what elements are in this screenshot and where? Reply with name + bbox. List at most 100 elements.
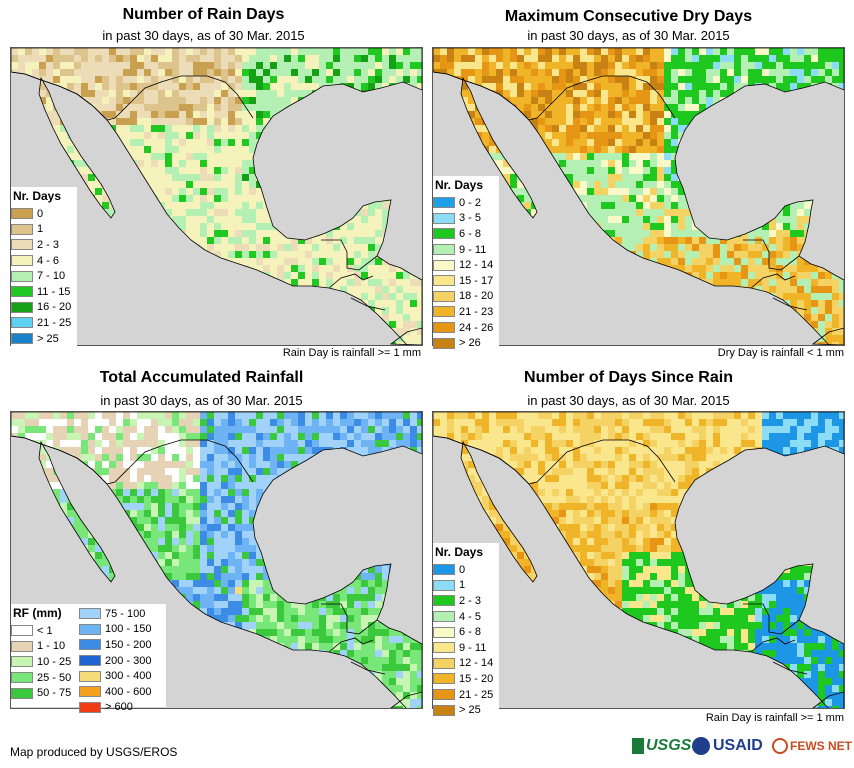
legend-label: 150 - 200: [105, 638, 152, 651]
legend-swatch: [433, 673, 455, 685]
legend-swatch: [11, 656, 33, 668]
legend-label: 12 - 14: [459, 259, 494, 272]
legend-label: > 600: [105, 701, 133, 714]
usgs-logo: USGS: [632, 737, 691, 755]
legend-swatch: [11, 333, 33, 345]
legend-item: 200 - 300: [79, 653, 164, 669]
legend-title: Nr. Days: [435, 178, 484, 192]
legend-item: 9 - 11: [433, 242, 499, 258]
legend-swatch: [79, 670, 101, 682]
panel-title: Number of Days Since Rain: [524, 369, 733, 386]
country-border: [11, 435, 254, 485]
legend-label: 9 - 11: [459, 641, 487, 654]
legend-label: 15 - 20: [459, 672, 494, 685]
legend: RF (mm) < 1 1 - 10 10 - 25 25 - 50 50 - 75 7…: [11, 604, 166, 713]
legend-swatch: [433, 306, 455, 318]
legend-item: 300 - 400: [79, 668, 164, 684]
legend-item: < 1: [11, 623, 83, 639]
legend-item: 1: [11, 222, 77, 238]
coastline: [11, 48, 422, 345]
panel-subtitle: in past 30 days, as of 30 Mar. 2015: [527, 393, 730, 408]
legend-swatch: [433, 626, 455, 638]
country-border: [772, 661, 808, 675]
legend-swatch: [433, 579, 455, 591]
country-border: [321, 603, 378, 635]
legend-label: 9 - 11: [459, 243, 487, 256]
legend-item: 7 - 10: [11, 268, 77, 284]
legend-swatch: [433, 611, 455, 623]
legend-label: 1 - 10: [37, 640, 66, 653]
coastline: [460, 440, 538, 583]
legend-label: 21 - 25: [459, 688, 494, 701]
legend-swatch: [11, 208, 33, 220]
legend-item: 0 - 2: [433, 195, 499, 211]
panel-subtitle: in past 30 days, as of 30 Mar. 2015: [102, 28, 305, 43]
coastline: [811, 327, 844, 345]
legend-title: Nr. Days: [435, 545, 484, 559]
legend-label: 300 - 400: [105, 670, 152, 683]
legend-label: > 25: [459, 704, 481, 717]
map-canvas: [11, 48, 422, 345]
legend-item: 4 - 5: [433, 609, 499, 625]
legend-item: 25 - 50: [11, 670, 83, 686]
legend-item: 6 - 8: [433, 624, 499, 640]
coastline: [812, 691, 844, 708]
legend-swatch: [433, 244, 455, 256]
legend-item: 1 - 10: [11, 639, 83, 655]
map-note: Rain Day is rainfall >= 1 mm: [705, 712, 844, 724]
legend-label: > 25: [37, 332, 59, 345]
legend-label: 21 - 25: [37, 316, 72, 329]
coastline: [11, 412, 422, 708]
legend-label: 4 - 5: [459, 610, 482, 623]
legend-item: > 600: [79, 700, 164, 716]
coastline: [38, 440, 116, 583]
legend-item: 21 - 23: [433, 304, 499, 320]
legend-title: RF (mm): [13, 606, 62, 620]
legend-title: Nr. Days: [13, 189, 62, 203]
legend-swatch: [433, 642, 455, 654]
legend-item: 16 - 20: [11, 300, 77, 316]
legend-label: 1: [37, 223, 44, 236]
legend-item: > 25: [11, 331, 77, 347]
coastline: [433, 412, 844, 708]
legend-item: 400 - 600: [79, 684, 164, 700]
panel-max-dry-days: Maximum Consecutive Dry Days in past 30 …: [427, 0, 854, 365]
legend-item: 6 - 8: [433, 226, 499, 242]
country-border: [772, 297, 808, 311]
country-border: [328, 637, 374, 653]
legend-label: 75 - 100: [105, 607, 146, 620]
legend-swatch: [11, 223, 33, 235]
coastline: [433, 48, 844, 345]
legend-label: 0: [37, 207, 44, 220]
legend-label: 400 - 600: [105, 685, 152, 698]
map-rain-days: [10, 47, 423, 346]
coastline: [460, 76, 538, 219]
country-border: [350, 297, 386, 311]
panel-accum-rainfall: Total Accumulated Rainfall in past 30 da…: [0, 365, 427, 730]
legend-label: 10 - 25: [37, 655, 72, 668]
legend-label: 1: [459, 579, 466, 592]
legend-item: 15 - 20: [433, 671, 499, 687]
legend-item: 10 - 25: [11, 654, 83, 670]
legend-item: 12 - 14: [433, 257, 499, 273]
legend: Nr. Days 0 - 2 3 - 5 6 - 8 9 - 11 12 - 14 15 …: [433, 176, 499, 351]
panel-subtitle: in past 30 days, as of 30 Mar. 2015: [527, 28, 730, 43]
coastline: [389, 327, 422, 345]
legend-label: 25 - 50: [37, 671, 72, 684]
legend-label: 21 - 23: [459, 305, 494, 318]
legend-swatch: [433, 275, 455, 287]
legend-swatch: [11, 640, 33, 652]
legend-item: 9 - 11: [433, 640, 499, 656]
legend-swatch: [11, 270, 33, 282]
legend-label: 0 - 2: [459, 196, 482, 209]
legend-swatch: [433, 290, 455, 302]
legend-swatch: [433, 228, 455, 240]
legend-label: 16 - 20: [37, 301, 72, 314]
legend-swatch: [11, 317, 33, 329]
country-border: [11, 71, 254, 121]
legend-label: 15 - 17: [459, 274, 494, 287]
map-note: Rain Day is rainfall >= 1 mm: [282, 347, 421, 359]
legend-item: 50 - 75: [11, 685, 83, 701]
country-border: [328, 273, 374, 289]
coastline: [38, 76, 116, 219]
